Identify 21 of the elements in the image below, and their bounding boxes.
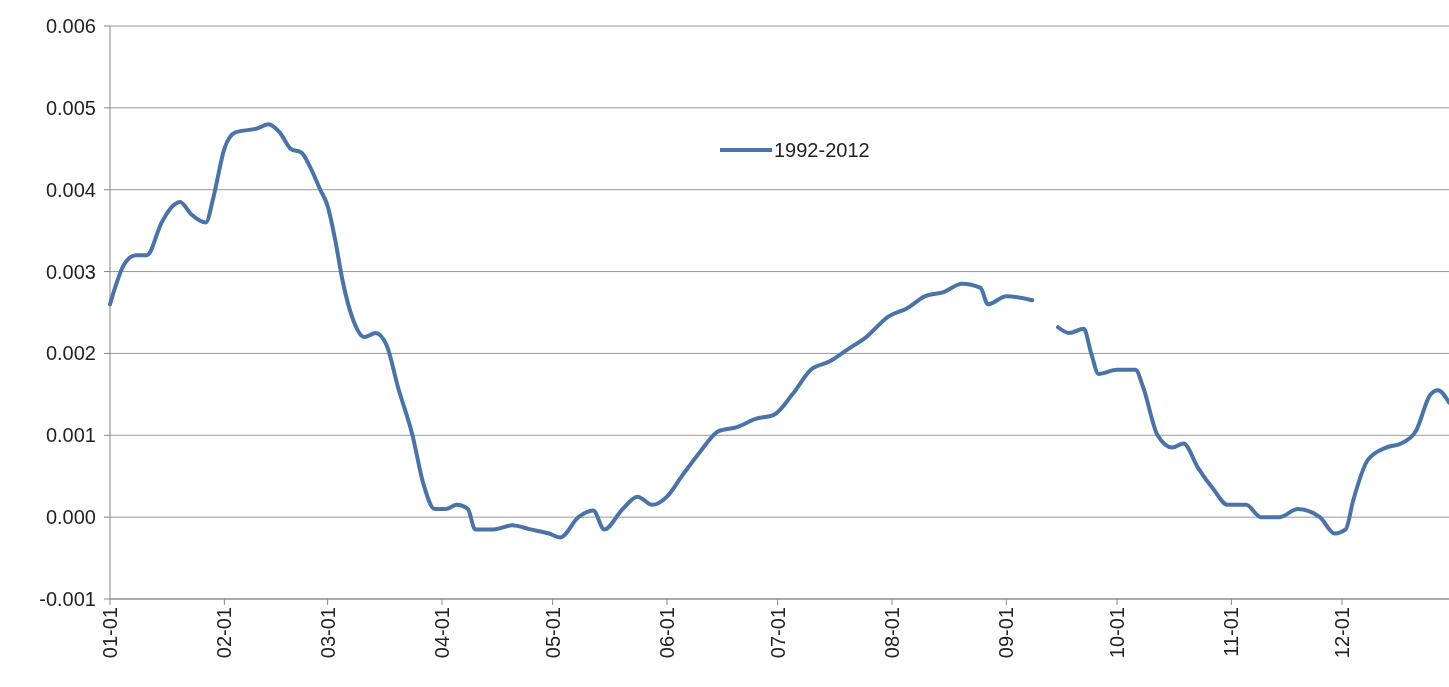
y-tick-label: 0.006	[45, 15, 96, 37]
x-tick-label: 05-01	[541, 607, 564, 659]
x-tick-label: 09-01	[995, 607, 1018, 659]
x-tick-label: 11-01	[1220, 607, 1243, 657]
x-tick-label: 06-01	[655, 607, 678, 659]
x-tick-label: 03-01	[316, 607, 339, 659]
y-tick-label: -0.001	[39, 588, 96, 610]
y-tick-label: 0.004	[45, 178, 96, 201]
y-tick-label: 0.001	[45, 424, 96, 447]
x-tick-label: 02-01	[213, 607, 236, 659]
x-tick-label: 08-01	[881, 607, 904, 659]
y-tick-label: 0.003	[45, 260, 96, 283]
x-tick-label: 04-01	[430, 607, 453, 659]
x-tick-label: 12-01	[1331, 607, 1354, 659]
x-tick-label: 07-01	[766, 607, 789, 659]
legend-label: 1992-2012	[774, 139, 870, 161]
y-tick-label: 0.005	[45, 96, 96, 119]
x-tick-label: 10-01	[1106, 607, 1129, 659]
y-tick-label: 0.000	[45, 506, 96, 529]
x-tick-label: 01-01	[99, 607, 121, 659]
y-tick-label: 0.002	[45, 342, 96, 365]
